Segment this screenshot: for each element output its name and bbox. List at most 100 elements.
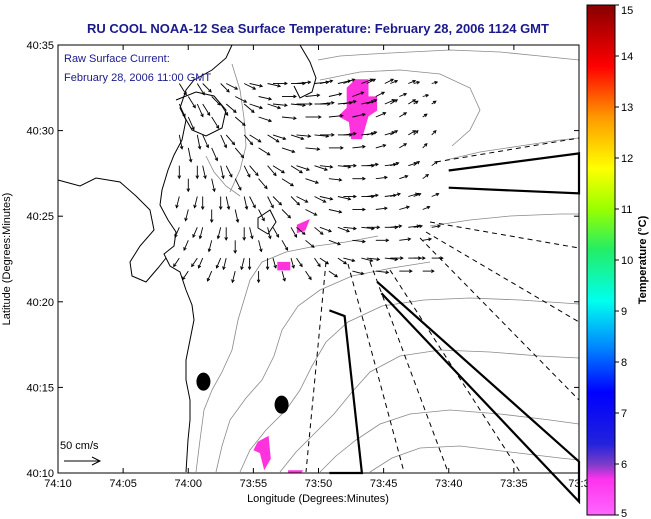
current-vector-head bbox=[381, 91, 386, 95]
current-vector-head bbox=[291, 149, 296, 154]
current-vector bbox=[272, 134, 286, 140]
current-vector-head bbox=[240, 266, 244, 271]
current-vector-head bbox=[242, 237, 246, 241]
current-vector-head bbox=[416, 80, 421, 85]
current-vector bbox=[431, 225, 441, 228]
colorbar-tick-label: 5 bbox=[621, 508, 627, 519]
current-vector-head bbox=[432, 100, 437, 105]
current-vector-head bbox=[313, 212, 318, 216]
current-vector bbox=[319, 196, 333, 200]
current-vector-head bbox=[249, 141, 254, 146]
current-vector bbox=[375, 176, 388, 180]
current-vector bbox=[234, 209, 239, 223]
current-vector bbox=[220, 83, 230, 93]
current-vector bbox=[178, 134, 183, 149]
current-vector-head bbox=[299, 169, 303, 174]
current-vector-head bbox=[414, 130, 419, 134]
current-vector bbox=[202, 103, 211, 116]
y-tick-label: 40:15 bbox=[26, 382, 54, 394]
current-vector bbox=[290, 134, 304, 140]
sst-patches bbox=[253, 79, 378, 473]
current-vector-head bbox=[373, 99, 378, 103]
current-vector bbox=[243, 196, 248, 210]
current-vector-head bbox=[307, 134, 312, 138]
current-vector-head bbox=[396, 192, 402, 197]
current-vector-head bbox=[316, 93, 321, 98]
current-vector-head bbox=[203, 175, 207, 180]
current-vector-head bbox=[222, 266, 226, 271]
radar-range-rays bbox=[305, 137, 580, 473]
current-vector-head bbox=[231, 279, 235, 284]
current-vector-head bbox=[273, 264, 277, 269]
current-vector-head bbox=[347, 196, 352, 201]
current-vector bbox=[234, 178, 242, 191]
colorbar-tick-label: 13 bbox=[621, 102, 633, 114]
current-vector bbox=[431, 81, 438, 84]
current-vector bbox=[319, 165, 333, 168]
current-vector-head bbox=[329, 165, 334, 169]
current-vector-head bbox=[191, 126, 195, 131]
current-vector bbox=[211, 96, 221, 106]
map-background bbox=[58, 45, 579, 473]
current-vector-head bbox=[293, 94, 297, 99]
current-vector-head bbox=[353, 163, 357, 168]
current-vector bbox=[352, 113, 366, 118]
x-tick-label: 73:3 bbox=[568, 478, 589, 490]
current-vector bbox=[249, 196, 256, 208]
current-vector bbox=[258, 209, 265, 221]
current-vector-head bbox=[395, 161, 400, 166]
current-vector bbox=[249, 83, 263, 87]
current-vector bbox=[183, 240, 189, 251]
current-vector bbox=[390, 225, 402, 228]
current-vector bbox=[431, 130, 437, 136]
colorbar-tick-label: 6 bbox=[621, 459, 627, 471]
current-vector-head bbox=[179, 145, 184, 150]
current-vector-head bbox=[197, 145, 202, 150]
current-vector-head bbox=[349, 101, 353, 105]
current-vector-head bbox=[384, 175, 388, 180]
current-vector-head bbox=[340, 146, 344, 150]
current-vector-head bbox=[404, 174, 409, 179]
current-vector bbox=[305, 94, 320, 97]
current-vector bbox=[296, 134, 311, 137]
current-vector bbox=[281, 116, 297, 119]
current-vector bbox=[399, 206, 410, 210]
current-vector bbox=[328, 270, 338, 278]
current-vector-head bbox=[282, 136, 287, 141]
current-vector-head bbox=[343, 260, 348, 265]
current-vector bbox=[319, 80, 333, 84]
x-tick-label: 74:00 bbox=[174, 478, 202, 490]
current-vector-head bbox=[278, 201, 283, 206]
current-vector-head bbox=[244, 206, 249, 211]
current-vector bbox=[384, 131, 395, 136]
x-axis-ticks: 74:10 74:05 74:00 73:55 73:50 73:45 73:40 73:35… bbox=[44, 45, 590, 490]
current-vector-head bbox=[224, 112, 229, 116]
current-vector bbox=[243, 165, 251, 178]
x-axis-label: Longitude (Degrees:Minutes) bbox=[247, 493, 389, 505]
current-vector bbox=[225, 103, 237, 113]
current-vector-head bbox=[266, 151, 271, 156]
current-vector-head bbox=[309, 102, 313, 106]
current-vector-head bbox=[437, 224, 442, 229]
colorbar-tick-label: 10 bbox=[621, 255, 633, 267]
current-vector bbox=[305, 178, 319, 184]
current-vector bbox=[272, 227, 279, 238]
current-vector bbox=[343, 78, 355, 84]
sst-patch bbox=[338, 79, 378, 140]
current-vector bbox=[281, 147, 295, 153]
surface-current-vectors bbox=[173, 78, 444, 284]
current-vector bbox=[281, 209, 291, 219]
current-vector bbox=[234, 147, 244, 158]
current-vector bbox=[352, 239, 366, 243]
current-vector bbox=[328, 115, 343, 118]
y-tick-label: 40:10 bbox=[26, 468, 54, 480]
current-vector bbox=[225, 83, 238, 90]
current-vector bbox=[328, 93, 342, 97]
current-vector bbox=[422, 238, 432, 241]
current-vector-head bbox=[256, 279, 261, 284]
current-vector-head bbox=[240, 154, 245, 159]
current-vector-head bbox=[362, 207, 366, 212]
current-vector bbox=[202, 134, 209, 148]
current-vector-head bbox=[216, 235, 221, 240]
